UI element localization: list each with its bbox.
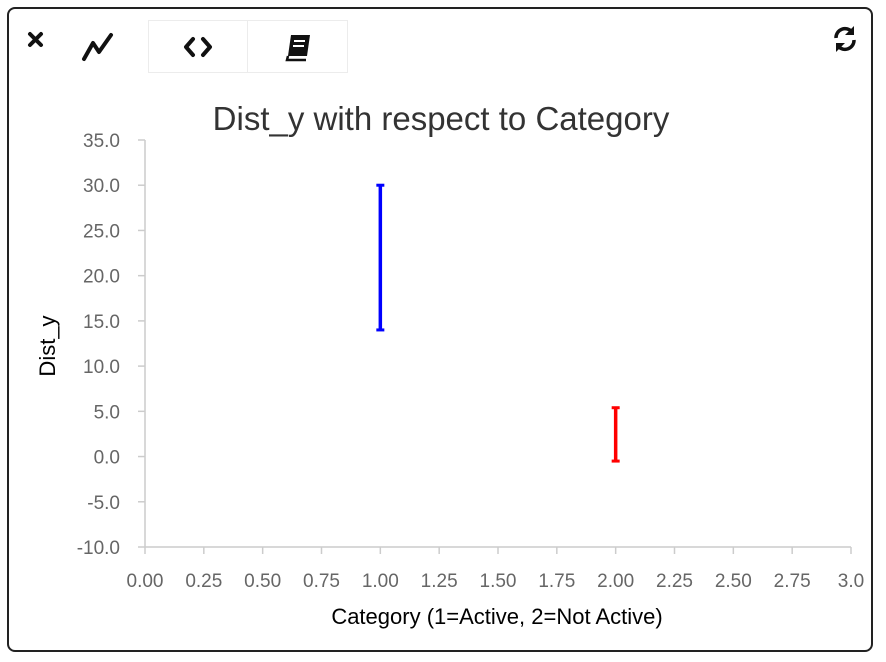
y-axis: 35.0 30.0 25.0 20.0 15.0 10.0 5.0 0.0 -5.0 -10.0 [77,131,146,559]
y-tick-label: 10.0 [83,357,120,378]
y-tick-label: -10.0 [77,538,120,559]
y-tick-label: 25.0 [83,221,120,242]
y-tick-label: 15.0 [83,312,120,333]
refresh-button[interactable] [828,22,862,56]
y-axis-label: Dist_y [35,315,60,376]
book-icon [284,34,310,61]
tab-code[interactable] [148,20,248,73]
x-tick-label: 2.00 [597,571,634,592]
x-tick-label: 3.0 [838,571,864,592]
close-icon [28,32,43,47]
x-tick-label: 0.75 [303,571,340,592]
error-bar [611,406,620,463]
y-tick-label: 20.0 [83,267,120,288]
y-tick-label: -5.0 [87,493,120,514]
y-tick-label: 0.0 [94,448,120,469]
x-tick-label: 1.75 [538,571,575,592]
x-axis-label: Category (1=Active, 2=Not Active) [331,604,662,629]
y-tick-label: 30.0 [83,176,120,197]
x-tick-label: 0.25 [185,571,222,592]
x-axis: 0.00 0.25 0.50 0.75 1.00 1.25 1.50 1.75 2.00 2.25… [127,546,864,592]
x-tick-label: 1.25 [421,571,458,592]
line-chart-icon [82,32,113,61]
tab-docs[interactable] [248,20,348,73]
y-tick-label: 35.0 [83,131,120,152]
tab-chart[interactable] [48,20,148,73]
x-tick-label: 0.00 [127,571,164,592]
x-tick-label: 0.50 [244,571,281,592]
code-icon [184,36,212,57]
error-bar [376,183,385,332]
x-tick-label: 1.00 [362,571,399,592]
x-tick-label: 2.25 [656,571,693,592]
x-tick-label: 2.75 [774,571,811,592]
chart-panel [7,7,873,652]
x-tick-label: 1.50 [480,571,517,592]
x-tick-label: 2.50 [715,571,752,592]
tab-bar [48,20,348,74]
chart-title: Dist_y with respect to Category [213,100,670,137]
y-tick-label: 5.0 [94,402,120,423]
close-button[interactable] [20,24,50,54]
error-bars [376,183,620,463]
refresh-icon [834,26,856,52]
